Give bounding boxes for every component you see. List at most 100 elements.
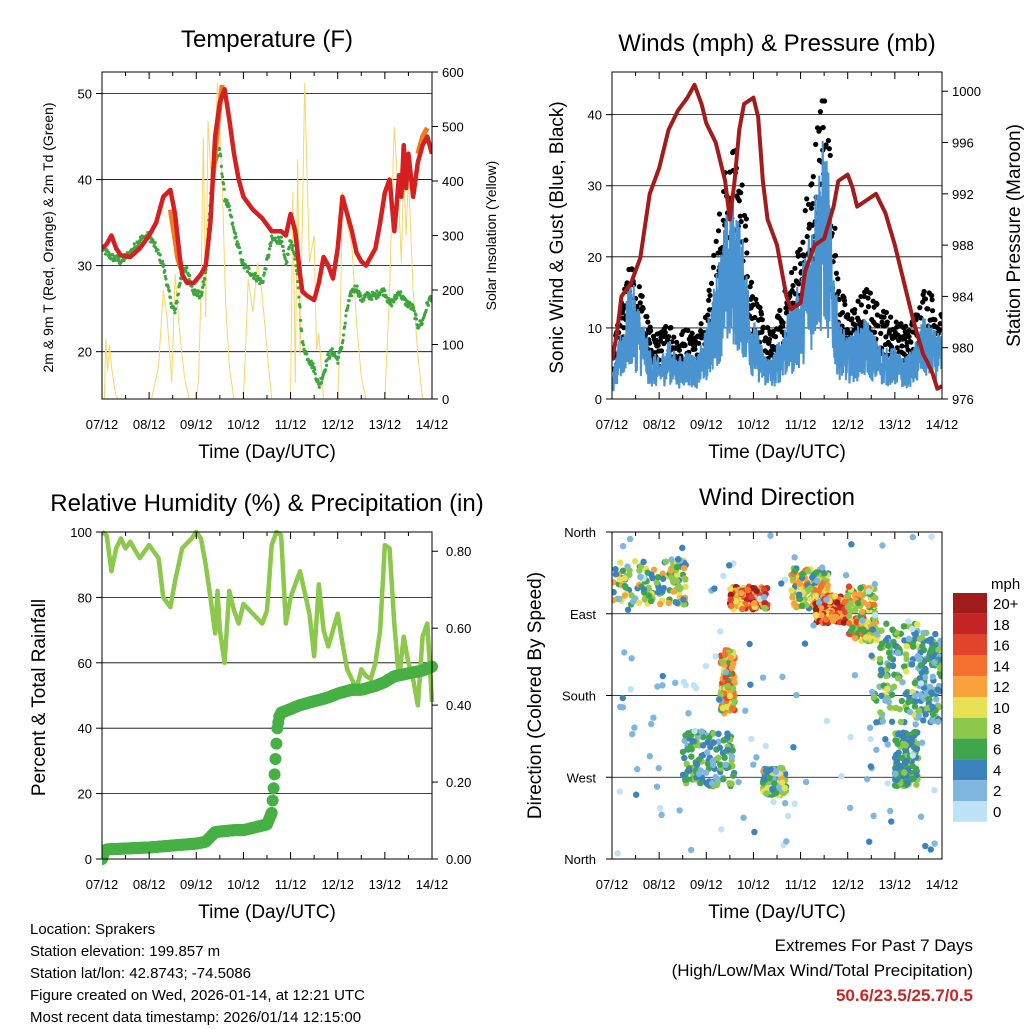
direction-dot	[738, 590, 745, 597]
dewpoint-dot	[176, 292, 180, 296]
direction-dot	[784, 812, 792, 820]
direction-dot	[823, 717, 831, 725]
gust-dot	[802, 208, 808, 214]
dewpoint-dot	[220, 175, 225, 179]
direction-dot	[902, 668, 910, 675]
dewpoint-dot	[412, 309, 416, 313]
gust-dot	[663, 323, 669, 330]
direction-dot	[858, 608, 866, 615]
direction-dot	[869, 688, 876, 696]
direction-dot	[866, 724, 874, 731]
relative-humidity-line	[102, 529, 435, 708]
direction-dot	[873, 746, 880, 753]
direction-dot	[929, 673, 936, 680]
y-tick-label: 40	[78, 721, 92, 736]
x-axis-label: Time (Day/UTC)	[708, 442, 846, 463]
direction-dot	[720, 737, 727, 744]
legend-swatch	[953, 738, 987, 760]
dewpoint-dot	[341, 338, 345, 342]
gust-dot	[777, 307, 783, 313]
gust-dot	[636, 284, 642, 290]
legend-label: 2	[993, 783, 1001, 800]
direction-dot	[938, 656, 942, 663]
direction-dot	[724, 730, 731, 737]
direction-dot	[900, 734, 908, 742]
direction-dot	[922, 842, 929, 850]
direction-dot	[863, 634, 870, 641]
gust-dot	[621, 325, 627, 331]
direction-dot	[729, 747, 736, 754]
dewpoint-dot	[222, 182, 226, 186]
direction-dot	[904, 779, 911, 786]
direction-dot	[857, 584, 864, 592]
direction-dot	[909, 625, 916, 633]
dewpoint-dot	[153, 241, 157, 245]
gust-dot	[823, 142, 829, 148]
direction-dot	[852, 606, 859, 614]
direction-dot	[886, 704, 894, 711]
direction-dot	[724, 746, 731, 754]
direction-dot	[848, 541, 855, 548]
y-axis-label: 2m & 9m T (Red, Orange) & 2m Td (Green)	[40, 103, 56, 373]
direction-dot	[626, 535, 634, 543]
x-tick-label: 08/12	[643, 417, 676, 432]
direction-dot	[832, 613, 840, 621]
direction-dot	[641, 596, 649, 603]
gust-dot	[855, 298, 861, 304]
direction-dot	[840, 619, 848, 626]
gust-dot	[748, 279, 755, 285]
y2-tick-label: 600	[442, 65, 464, 80]
direction-dot	[763, 790, 770, 797]
direction-dot	[740, 814, 747, 821]
dewpoint-dot	[298, 318, 303, 322]
direction-dot	[883, 620, 890, 627]
dewpoint-dot	[329, 349, 333, 353]
dewpoint-dot	[222, 187, 226, 191]
direction-dot	[902, 742, 909, 749]
x-tick-label: 08/12	[133, 877, 166, 892]
gust-dot	[881, 314, 887, 320]
direction-dot	[789, 594, 796, 601]
gust-dot	[801, 253, 807, 259]
gust-dot	[739, 182, 745, 188]
gust-dot	[902, 335, 908, 341]
direction-dot	[722, 761, 729, 768]
direction-dot	[680, 601, 688, 608]
direction-dot	[612, 596, 617, 604]
direction-dot	[657, 804, 664, 812]
direction-dot	[708, 780, 716, 787]
x-tick-label: 08/12	[643, 877, 676, 892]
direction-dot	[739, 605, 746, 613]
y-tick-label: 40	[588, 108, 602, 123]
direction-dot	[867, 736, 874, 743]
direction-dot	[846, 804, 854, 812]
direction-dot	[791, 567, 799, 575]
gust-dot	[713, 238, 719, 244]
x-tick-label: 09/12	[690, 877, 723, 892]
direction-dot	[903, 643, 910, 650]
y-tick-label: 20	[78, 345, 92, 360]
direction-dot	[802, 778, 810, 786]
direction-dot	[726, 692, 734, 700]
y-tick-label: North	[564, 525, 596, 540]
direction-dot	[901, 769, 908, 776]
dewpoint-dot	[220, 172, 224, 176]
precip-dot	[268, 768, 281, 781]
direction-dot	[809, 574, 816, 581]
direction-dot	[722, 673, 729, 681]
dewpoint-dot	[232, 227, 236, 231]
gust-dot	[922, 296, 929, 302]
direction-dot	[721, 651, 728, 658]
gust-dot	[820, 124, 826, 131]
direction-dot	[879, 718, 887, 725]
precip-dot	[266, 794, 279, 807]
extremes-block: Extremes For Past 7 Days (High/Low/Max W…	[672, 933, 973, 1008]
x-tick-label: 07/12	[596, 877, 629, 892]
direction-dot	[751, 600, 758, 607]
dewpoint-dot	[301, 339, 305, 344]
direction-dot	[898, 697, 906, 705]
direction-dot	[887, 654, 894, 661]
direction-dot	[871, 612, 879, 619]
direction-dot	[680, 596, 687, 603]
